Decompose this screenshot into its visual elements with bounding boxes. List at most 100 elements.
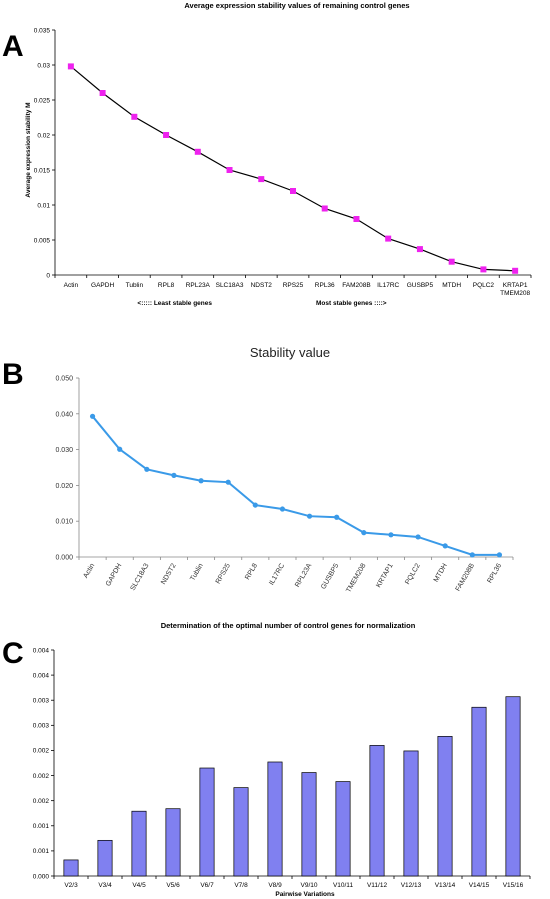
panel-c-y-tick-label: 0.004	[33, 647, 50, 654]
panel-b-x-tick-label: FAM208B	[455, 562, 477, 592]
panel-c-x-tick-label: V3/4	[98, 882, 112, 889]
panel-b-y-tick-label: 0.050	[55, 376, 73, 383]
panel-b-y-tick-label: 0.040	[55, 411, 73, 418]
panel-c-x-tick-label: V13/14	[435, 882, 456, 889]
panel-a-x-tick-label: RPL23A	[186, 282, 211, 289]
panel-a-x-tick-label: IL17RC	[377, 282, 399, 289]
panel-b-x-tick-label: RPL8	[244, 562, 259, 581]
panel-c-y-tick-label: 0.002	[33, 798, 50, 805]
panel-b-y-tick-label: 0.000	[55, 555, 73, 562]
panel-c-x-tick-label: V12/13	[401, 882, 422, 889]
panel-b-y-tick-label: 0.030	[55, 447, 73, 454]
panel-c-x-tick-label: V2/3	[64, 882, 78, 889]
panel-a-y-tick-label: 0.035	[34, 27, 51, 34]
panel-a-y-tick-label: 0.01	[37, 202, 50, 209]
panel-a-letter: A	[2, 30, 24, 63]
panel-a-point	[226, 167, 233, 173]
panel-b-point	[279, 506, 286, 512]
panel-b-letter: B	[2, 358, 24, 391]
panel-c-y-tick-label: 0.002	[33, 748, 50, 755]
panel-c-bar	[267, 761, 283, 877]
panel-a-point	[131, 113, 138, 120]
panel-a-x-tick-label: KRTAP1 TMEM208	[500, 282, 530, 297]
panel-c-bar	[97, 839, 113, 877]
panel-a-title: Average expression stability values of r…	[184, 1, 409, 10]
panel-b-point	[171, 472, 177, 478]
panel-a-point	[258, 176, 265, 183]
panel-c-y-tick-label: 0.000	[33, 873, 50, 880]
panel-b-point	[198, 478, 204, 484]
panel-c-x-tick-label: V10/11	[333, 882, 354, 889]
panel-b-x-tick-label: NDST2	[160, 562, 178, 585]
panel-c-bar	[471, 706, 487, 877]
panel-a-point	[512, 267, 519, 274]
panel-a-y-tick-label: 0.005	[34, 237, 51, 244]
panel-c-marks	[63, 696, 521, 877]
panel-b-x-tick-label: RPL23A	[294, 562, 313, 588]
panel-c-x-label: Pairwise Variations	[275, 891, 335, 898]
panel-a-point	[353, 216, 360, 222]
panel-a-x-tick-label: NDST2	[251, 282, 273, 289]
panel-a-series-line	[70, 65, 516, 272]
panel-c-bar	[301, 772, 317, 877]
panel-c-y-tick-label: 0.003	[33, 723, 50, 730]
panel-b-point	[469, 552, 475, 558]
panel-c-x-tick-label: V4/5	[132, 882, 146, 889]
panel-b-point	[442, 543, 448, 549]
panel-b-point	[388, 532, 394, 538]
panel-b-marks	[89, 413, 503, 558]
panel-a-point	[385, 235, 392, 242]
panel-c-bar	[369, 745, 385, 877]
panel-a-marks	[67, 63, 519, 274]
panel-a-y-tick-label: 0.02	[37, 132, 50, 139]
panel-a-point	[448, 258, 455, 265]
panel-a-x-tick-label: SLC18A3	[216, 282, 244, 289]
panel-c-y-tick-label: 0.003	[33, 698, 50, 705]
panel-b-point	[89, 413, 96, 419]
panel-a-point	[416, 246, 423, 253]
panel-b-axes: 0.000 0.010 0.020 0.030 0.040 0.050 Actin GAPDH…	[55, 376, 514, 594]
panel-a-point	[67, 63, 74, 70]
panel-a-point	[163, 132, 170, 138]
panel-b-x-tick-label: Tublin	[189, 562, 205, 582]
panel-b-point	[334, 514, 340, 520]
panel-c-x-tick-label: V8/9	[268, 882, 282, 889]
panel-a-y-tick-label: 0	[46, 272, 50, 279]
panel-a-y-tick-label: 0.03	[37, 62, 50, 69]
panel-c: C Determination of the optimal number of…	[2, 621, 531, 898]
panel-b-point	[361, 530, 367, 536]
panel-b-point	[144, 466, 150, 472]
panel-c-letter: C	[2, 637, 24, 670]
panel-c-y-tick-label: 0.001	[33, 823, 50, 830]
panel-c-title: Determination of the optimal number of c…	[161, 621, 416, 630]
panel-b-y-tick-label: 0.020	[55, 483, 73, 490]
panel-a-x-tick-label: RPL36	[315, 282, 335, 289]
panel-c-x-tick-label: V9/10	[301, 882, 318, 889]
panel-a-y-label: Average expression stability M	[25, 102, 32, 197]
panel-a-point	[480, 266, 487, 273]
panel-c-x-tick-label: V14/15	[469, 882, 490, 889]
panel-a-x-tick-label: Actin	[64, 282, 79, 289]
panel-b-x-tick-label: GUSBP5	[320, 562, 340, 590]
panel-b-series-line	[91, 415, 500, 556]
panel-a-x-tick-label: MTDH	[442, 282, 461, 289]
panel-a-x-tick-label: RPL8	[158, 282, 175, 289]
panel-c-y-tick-label: 0.004	[33, 672, 50, 679]
panel-b-x-tick-label: Actin	[82, 562, 96, 579]
panel-a-x-tick-label: Tublin	[126, 282, 144, 289]
panel-b-x-tick-label: SLC18A3	[129, 562, 150, 592]
panel-b-point	[117, 446, 123, 452]
panel-c-y-tick-label: 0.001	[33, 848, 50, 855]
panel-b-x-tick-label: PQLC2	[404, 562, 422, 585]
panel-c-x-tick-label: V5/6	[166, 882, 180, 889]
panel-a-x-tick-label: RPS25	[283, 282, 304, 289]
panel-c-x-tick-label: V11/12	[367, 882, 388, 889]
panel-c-bar	[199, 767, 215, 877]
panel-c-bar	[335, 781, 351, 877]
panel-b-x-tick-label: IL17RC	[268, 563, 286, 587]
panel-c-x-tick-label: V6/7	[200, 882, 214, 889]
panel-b-x-tick-label: GAPDH	[105, 563, 124, 588]
panel-a-point	[290, 188, 296, 194]
panel-a-x-tick-label: FAM208B	[342, 282, 371, 289]
panel-c-x-tick-label: V15/16	[503, 882, 524, 889]
